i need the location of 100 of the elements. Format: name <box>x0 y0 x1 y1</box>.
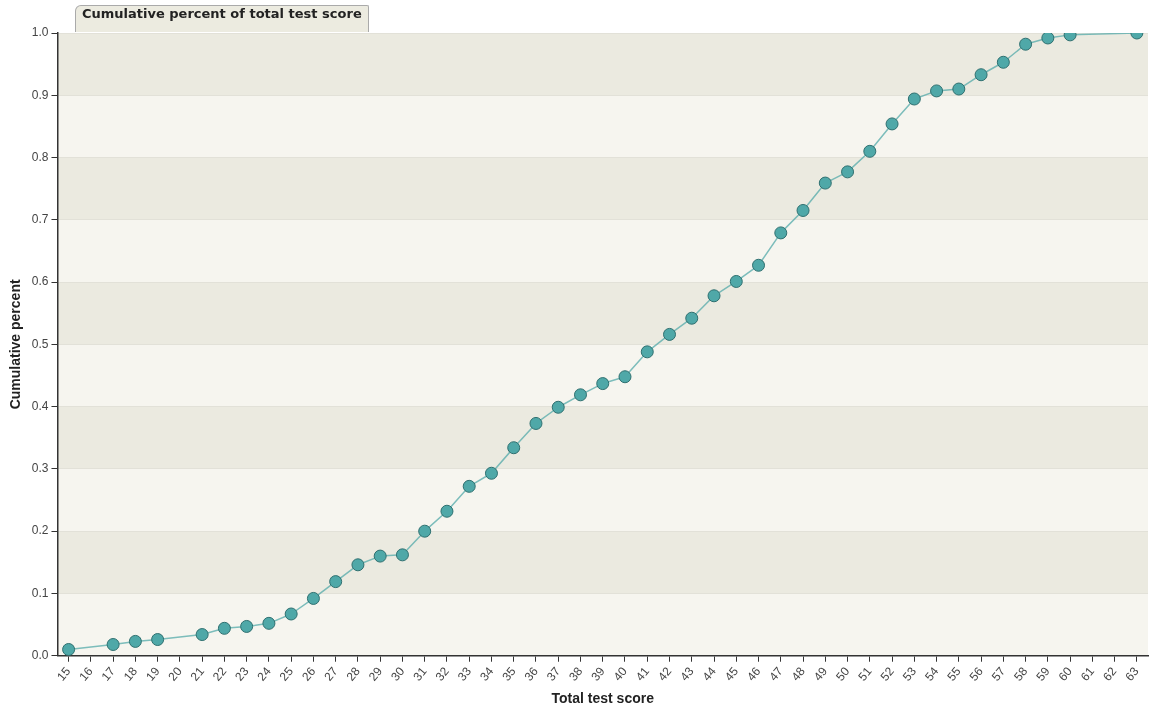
x-tick-label: 54 <box>922 664 942 684</box>
y-tick-label: 0.8 <box>31 149 49 164</box>
y-tick-label: 0.5 <box>31 336 49 351</box>
x-tick-label: 41 <box>632 664 653 684</box>
x-tick-label: 46 <box>744 664 764 684</box>
y-tick-label: 0.2 <box>31 523 49 538</box>
x-tick-label: 60 <box>1055 664 1076 684</box>
point <box>484 466 498 480</box>
point <box>752 258 766 272</box>
x-tick-label: 59 <box>1033 664 1053 684</box>
point <box>841 165 855 179</box>
point <box>818 176 832 190</box>
point <box>284 607 298 621</box>
point <box>573 388 587 402</box>
x-tick-label: 24 <box>254 664 274 684</box>
x-tick-label: 56 <box>966 664 987 684</box>
point <box>685 311 699 325</box>
point <box>529 416 543 430</box>
point <box>640 345 654 359</box>
x-tick-label: 15 <box>54 664 74 684</box>
y-tick-label: 0.7 <box>31 212 49 227</box>
point <box>151 633 165 647</box>
x-tick-label: 47 <box>766 664 786 684</box>
point <box>195 628 209 642</box>
point <box>262 616 276 630</box>
x-tick-label: 40 <box>610 664 631 684</box>
x-tick-label: 33 <box>454 664 475 684</box>
point <box>974 68 988 82</box>
y-tick-label: 0.0 <box>31 648 49 663</box>
point <box>863 144 877 158</box>
x-tick-label: 51 <box>855 664 875 684</box>
x-tick-label: 52 <box>877 664 898 684</box>
x-tick-label: 43 <box>677 664 697 684</box>
point <box>106 638 120 652</box>
point <box>796 203 810 217</box>
point <box>618 370 632 384</box>
x-tick-label: 39 <box>588 664 608 684</box>
x-tick-label: 57 <box>988 664 1009 684</box>
x-tick-label: 28 <box>343 664 363 684</box>
point <box>507 441 521 455</box>
x-tick-label: 45 <box>721 664 742 684</box>
x-tick-label: 34 <box>477 664 497 684</box>
point <box>306 591 320 605</box>
point <box>930 84 944 98</box>
x-tick-label: 25 <box>276 664 297 684</box>
x-tick-label: 17 <box>98 664 119 684</box>
x-tick-label: 18 <box>120 664 141 684</box>
x-tick-label: 58 <box>1011 664 1031 684</box>
point <box>329 575 343 589</box>
y-tick-label: 0.1 <box>31 585 49 600</box>
point <box>729 274 743 288</box>
x-axis-title: Total test score <box>551 690 655 707</box>
point <box>1041 33 1055 45</box>
x-tick-label: 48 <box>788 664 809 684</box>
point <box>373 549 387 563</box>
x-tick-label: 32 <box>432 664 452 684</box>
point <box>952 82 966 96</box>
x-tick-label: 42 <box>655 664 675 684</box>
x-tick-label: 55 <box>944 664 964 684</box>
point <box>774 226 788 240</box>
x-tick-label: 37 <box>543 664 564 684</box>
point <box>418 524 432 538</box>
x-tick-label: 27 <box>321 664 341 684</box>
point <box>128 634 142 648</box>
y-tick-label: 1.0 <box>31 25 49 40</box>
y-tick-label: 0.3 <box>31 461 49 476</box>
x-tick-label: 21 <box>187 664 208 684</box>
x-tick-label: 29 <box>365 664 386 684</box>
point <box>596 377 610 391</box>
chart-title: Cumulative percent of total test score <box>75 5 369 32</box>
point <box>62 642 76 656</box>
x-tick-label: 61 <box>1077 664 1098 684</box>
x-tick-label: 23 <box>232 664 252 684</box>
x-tick-label: 20 <box>165 664 185 684</box>
point <box>395 548 409 562</box>
y-tick-label: 0.4 <box>31 398 49 413</box>
point <box>907 92 921 106</box>
x-tick-label: 26 <box>298 664 319 684</box>
point <box>663 327 677 341</box>
x-tick-label: 53 <box>899 664 920 684</box>
point <box>240 619 254 633</box>
point <box>707 289 721 303</box>
y-tick-label: 0.6 <box>31 274 49 289</box>
x-tick-label: 62 <box>1100 664 1120 684</box>
point <box>1019 37 1033 51</box>
y-tick-label: 0.9 <box>31 87 49 102</box>
point <box>217 621 231 635</box>
point <box>351 558 365 572</box>
x-tick-label: 16 <box>76 664 96 684</box>
point <box>996 55 1010 69</box>
x-tick-label: 22 <box>209 664 230 684</box>
point <box>440 504 454 518</box>
x-tick-label: 63 <box>1122 664 1142 684</box>
x-tick-label: 49 <box>810 664 831 684</box>
x-tick-label: 31 <box>410 664 430 684</box>
point <box>462 479 476 493</box>
y-axis-title: Cumulative percent <box>7 279 24 410</box>
x-tick-label: 38 <box>566 664 586 684</box>
x-tick-label: 30 <box>387 664 408 684</box>
x-tick-label: 50 <box>833 664 853 684</box>
